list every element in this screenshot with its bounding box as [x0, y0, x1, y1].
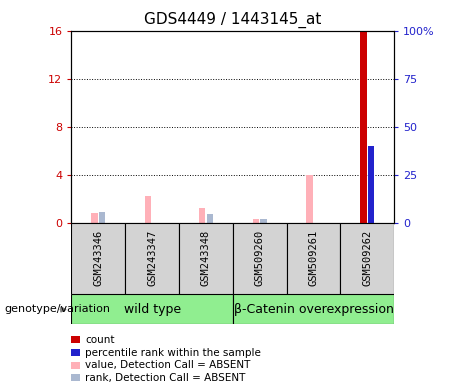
- Bar: [368, 146, 374, 223]
- Text: percentile rank within the sample: percentile rank within the sample: [85, 348, 261, 358]
- Text: wild type: wild type: [124, 303, 181, 316]
- Bar: [99, 212, 106, 223]
- Bar: [340, 223, 394, 294]
- Text: GSM243348: GSM243348: [201, 230, 211, 286]
- Text: GSM509260: GSM509260: [254, 230, 265, 286]
- Bar: [253, 219, 259, 223]
- Text: GSM243346: GSM243346: [93, 230, 103, 286]
- Bar: [260, 219, 267, 223]
- Text: value, Detection Call = ABSENT: value, Detection Call = ABSENT: [85, 360, 251, 370]
- Text: β-Catenin overexpression: β-Catenin overexpression: [234, 303, 393, 316]
- Bar: [287, 223, 340, 294]
- Text: rank, Detection Call = ABSENT: rank, Detection Call = ABSENT: [85, 373, 246, 383]
- Bar: [233, 223, 287, 294]
- Text: GSM243347: GSM243347: [147, 230, 157, 286]
- Text: GSM509262: GSM509262: [362, 230, 372, 286]
- Text: genotype/variation: genotype/variation: [5, 304, 111, 314]
- Bar: [207, 214, 213, 223]
- Title: GDS4449 / 1443145_at: GDS4449 / 1443145_at: [144, 12, 321, 28]
- Bar: [91, 213, 98, 223]
- Bar: [199, 208, 205, 223]
- Text: GSM509261: GSM509261: [308, 230, 319, 286]
- Text: count: count: [85, 335, 115, 345]
- Bar: [233, 294, 394, 324]
- Bar: [360, 31, 366, 223]
- Bar: [307, 175, 313, 223]
- Bar: [71, 294, 233, 324]
- Bar: [179, 223, 233, 294]
- Bar: [125, 223, 179, 294]
- Bar: [145, 196, 152, 223]
- Bar: [71, 223, 125, 294]
